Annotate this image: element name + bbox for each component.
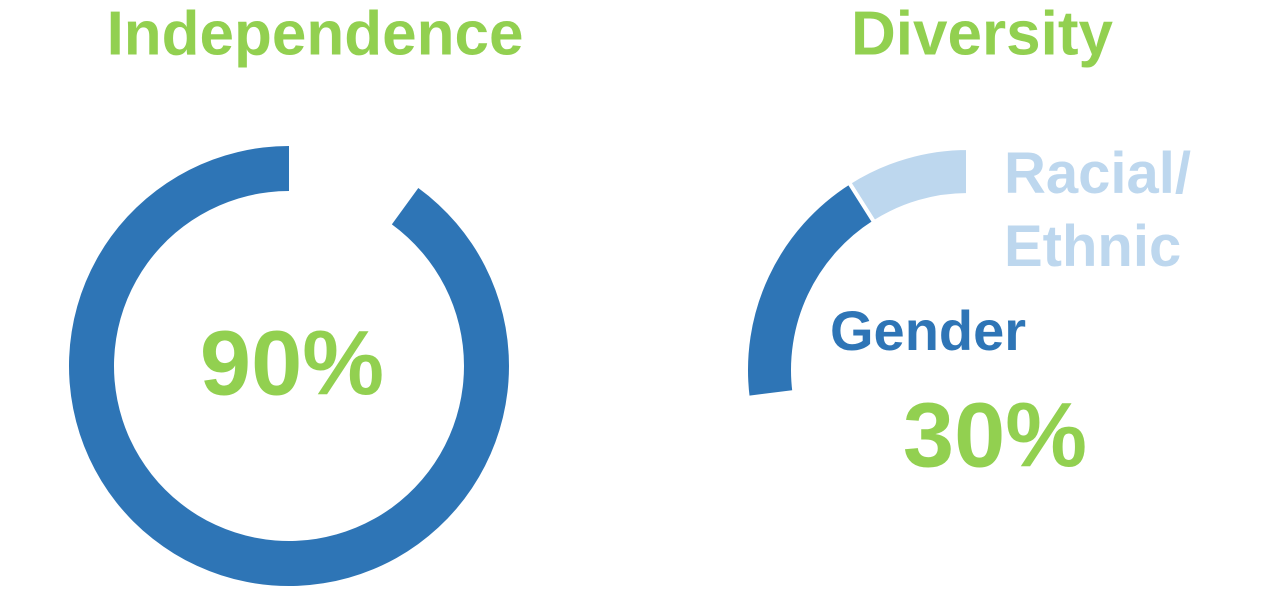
chart-title: Independence bbox=[107, 0, 524, 68]
chart-title: Diversity bbox=[851, 0, 1113, 68]
legend-label: Gender bbox=[830, 299, 1027, 362]
arc-segment bbox=[744, 179, 877, 401]
total-label: 30% bbox=[903, 384, 1087, 486]
legend-label: Racial/ Ethnic bbox=[1004, 141, 1191, 279]
arc-segment bbox=[846, 145, 970, 226]
value-label: 90% bbox=[200, 312, 384, 414]
